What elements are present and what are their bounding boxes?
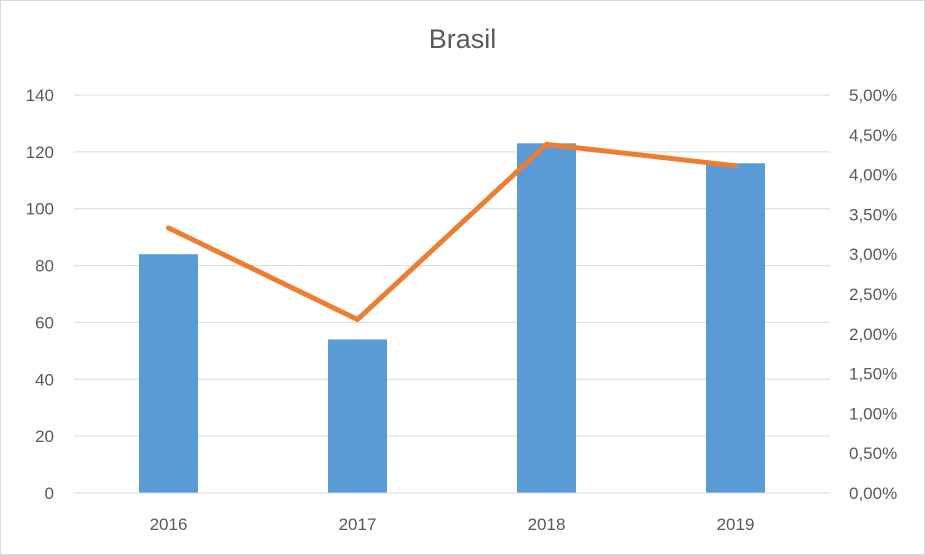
y-left-tick-label: 60 <box>35 313 54 332</box>
x-tick-label: 2019 <box>717 515 755 534</box>
y-left-tick-label: 80 <box>35 257 54 276</box>
x-tick-label: 2016 <box>150 515 188 534</box>
y-right-tick-label: 2,00% <box>849 325 897 344</box>
y-right-tick-label: 3,00% <box>849 245 897 264</box>
bar <box>139 254 198 493</box>
y-right-tick-label: 0,00% <box>849 484 897 503</box>
y-right-tick-label: 0,50% <box>849 444 897 463</box>
y-right-tick-label: 1,50% <box>849 365 897 384</box>
bar <box>328 339 387 493</box>
y-right-tick-label: 3,50% <box>849 205 897 224</box>
y-left-tick-label: 40 <box>35 370 54 389</box>
y-right-tick-label: 1,00% <box>849 404 897 423</box>
y-left-tick-label: 100 <box>26 200 54 219</box>
y-right-tick-label: 4,00% <box>849 166 897 185</box>
chart-title: Brasil <box>428 24 497 54</box>
y-left-tick-label: 20 <box>35 427 54 446</box>
y-left-tick-label: 0 <box>45 484 54 503</box>
x-tick-label: 2018 <box>528 515 566 534</box>
y-right-tick-label: 4,50% <box>849 126 897 145</box>
bar <box>706 163 765 493</box>
y-right-tick-label: 2,50% <box>849 285 897 304</box>
x-tick-label: 2017 <box>339 515 377 534</box>
line-series <box>166 141 738 322</box>
y-left-tick-label: 120 <box>26 143 54 162</box>
bar <box>517 143 576 494</box>
y-right-tick-label: 5,00% <box>849 86 897 105</box>
y-left-tick-label: 140 <box>26 86 54 105</box>
